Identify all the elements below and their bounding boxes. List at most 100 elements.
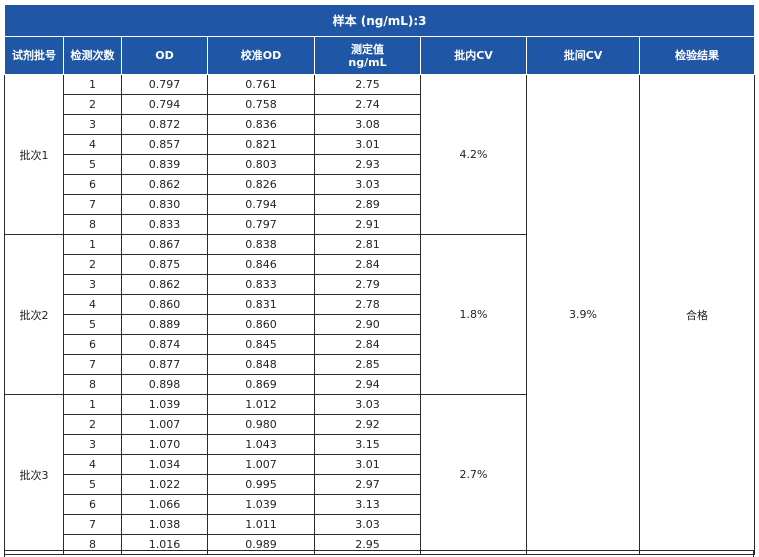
count-cell: 5 bbox=[63, 154, 122, 175]
od-cell: 0.867 bbox=[121, 234, 208, 255]
intra-cv-cell: 1.8% bbox=[420, 234, 527, 395]
measured-value-cell: 2.84 bbox=[314, 254, 421, 275]
table-row: 3 1.070 1.043 3.15 bbox=[5, 434, 755, 455]
od-cell: 1.022 bbox=[121, 474, 208, 495]
count-cell: 7 bbox=[63, 514, 122, 535]
measured-value-cell: 2.84 bbox=[314, 334, 421, 355]
header-cal-od: 校准OD bbox=[207, 36, 315, 75]
table-row: 2 0.875 0.846 2.84 bbox=[5, 254, 755, 275]
count-cell: 8 bbox=[63, 214, 122, 235]
od-cell: 0.872 bbox=[121, 114, 208, 135]
cal-od-cell: 0.848 bbox=[207, 354, 315, 375]
header-measured-label: 测定值 bbox=[351, 42, 384, 56]
measured-value-cell: 3.03 bbox=[314, 174, 421, 195]
measured-value-cell: 3.03 bbox=[314, 394, 421, 415]
cal-od-cell: 0.831 bbox=[207, 294, 315, 315]
table-row: 2 1.007 0.980 2.92 bbox=[5, 414, 755, 435]
batch-name-cell: 批次1 bbox=[4, 74, 64, 235]
measured-value-cell: 2.94 bbox=[314, 374, 421, 395]
precision-table: 样本 (ng/mL):3 试剂批号 检测次数 OD 校准OD 测定值 ng/mL… bbox=[3, 4, 756, 555]
count-cell: 1 bbox=[63, 74, 122, 95]
cal-od-cell: 0.758 bbox=[207, 94, 315, 115]
cal-od-cell: 1.012 bbox=[207, 394, 315, 415]
intra-cv-cell: 4.2% bbox=[420, 74, 527, 235]
header-measured: 测定值 ng/mL bbox=[314, 36, 421, 75]
count-cell: 6 bbox=[63, 334, 122, 355]
measured-value-cell: 2.81 bbox=[314, 234, 421, 255]
od-cell: 1.070 bbox=[121, 434, 208, 455]
measured-value-cell: 2.91 bbox=[314, 214, 421, 235]
header-batch: 试剂批号 bbox=[4, 36, 64, 75]
table-row: 8 0.833 0.797 2.91 bbox=[5, 214, 755, 235]
od-cell: 1.034 bbox=[121, 454, 208, 475]
count-cell: 6 bbox=[63, 494, 122, 515]
od-cell: 0.797 bbox=[121, 74, 208, 95]
table-body: 批次1 1 0.797 0.761 2.75 4.2% 3.9% 合格 2 0.794 0.758 2… bbox=[4, 74, 756, 555]
measured-value-cell: 3.01 bbox=[314, 454, 421, 475]
count-cell: 6 bbox=[63, 174, 122, 195]
count-cell: 3 bbox=[63, 274, 122, 295]
count-cell: 8 bbox=[63, 374, 122, 395]
intra-cv-cell: 2.7% bbox=[420, 394, 527, 555]
count-cell: 1 bbox=[63, 394, 122, 415]
cal-od-cell: 0.860 bbox=[207, 314, 315, 335]
measured-value-cell: 2.93 bbox=[314, 154, 421, 175]
measured-value-cell: 3.08 bbox=[314, 114, 421, 135]
table-row: 3 0.862 0.833 2.79 bbox=[5, 274, 755, 295]
cal-od-cell: 0.995 bbox=[207, 474, 315, 495]
od-cell: 0.794 bbox=[121, 94, 208, 115]
od-cell: 0.862 bbox=[121, 274, 208, 295]
header-inter-cv: 批间CV bbox=[526, 36, 640, 75]
header-intra-cv: 批内CV bbox=[420, 36, 527, 75]
cal-od-cell: 0.797 bbox=[207, 214, 315, 235]
count-cell: 7 bbox=[63, 194, 122, 215]
table-row: 6 0.874 0.845 2.84 bbox=[5, 334, 755, 355]
cal-od-cell: 0.846 bbox=[207, 254, 315, 275]
table-row: 7 1.038 1.011 3.03 bbox=[5, 514, 755, 535]
cal-od-cell: 0.869 bbox=[207, 374, 315, 395]
table-row: 3 0.872 0.836 3.08 bbox=[5, 114, 755, 135]
cal-od-cell: 0.803 bbox=[207, 154, 315, 175]
header-od: OD bbox=[121, 36, 208, 75]
cal-od-cell: 0.845 bbox=[207, 334, 315, 355]
od-cell: 0.898 bbox=[121, 374, 208, 395]
measured-value-cell: 3.01 bbox=[314, 134, 421, 155]
od-cell: 1.007 bbox=[121, 414, 208, 435]
table-row: 5 0.889 0.860 2.90 bbox=[5, 314, 755, 335]
table-row: 4 0.860 0.831 2.78 bbox=[5, 294, 755, 315]
od-cell: 1.039 bbox=[121, 394, 208, 415]
count-cell: 4 bbox=[63, 134, 122, 155]
table-row: 7 0.877 0.848 2.85 bbox=[5, 354, 755, 375]
header-result: 检验结果 bbox=[638, 36, 756, 75]
measured-value-cell: 2.79 bbox=[314, 274, 421, 295]
cal-od-cell: 0.833 bbox=[207, 274, 315, 295]
od-cell: 1.016 bbox=[121, 534, 208, 555]
measured-value-cell: 2.74 bbox=[314, 94, 421, 115]
table-title: 样本 (ng/mL):3 bbox=[3, 4, 756, 37]
inter-cv-cell: 3.9% bbox=[526, 74, 640, 555]
count-cell: 2 bbox=[63, 414, 122, 435]
cal-od-cell: 0.838 bbox=[207, 234, 315, 255]
od-cell: 0.862 bbox=[121, 174, 208, 195]
batch-name-cell: 批次2 bbox=[4, 234, 64, 395]
count-cell: 2 bbox=[63, 254, 122, 275]
count-cell: 8 bbox=[63, 534, 122, 555]
od-cell: 0.874 bbox=[121, 334, 208, 355]
od-cell: 0.857 bbox=[121, 134, 208, 155]
result-cell: 合格 bbox=[638, 74, 756, 555]
count-cell: 3 bbox=[63, 114, 122, 135]
table-row: 5 0.839 0.803 2.93 bbox=[5, 154, 755, 175]
cal-od-cell: 1.011 bbox=[207, 514, 315, 535]
measured-value-cell: 2.95 bbox=[314, 534, 421, 555]
od-cell: 0.830 bbox=[121, 194, 208, 215]
table-row: 8 0.898 0.869 2.94 bbox=[5, 374, 755, 395]
od-cell: 0.889 bbox=[121, 314, 208, 335]
cal-od-cell: 0.794 bbox=[207, 194, 315, 215]
measured-value-cell: 2.92 bbox=[314, 414, 421, 435]
table-row: 4 1.034 1.007 3.01 bbox=[5, 454, 755, 475]
measured-value-cell: 2.78 bbox=[314, 294, 421, 315]
measured-value-cell: 2.75 bbox=[314, 74, 421, 95]
header-measured-unit: ng/mL bbox=[348, 55, 387, 69]
count-cell: 7 bbox=[63, 354, 122, 375]
count-cell: 4 bbox=[63, 454, 122, 475]
